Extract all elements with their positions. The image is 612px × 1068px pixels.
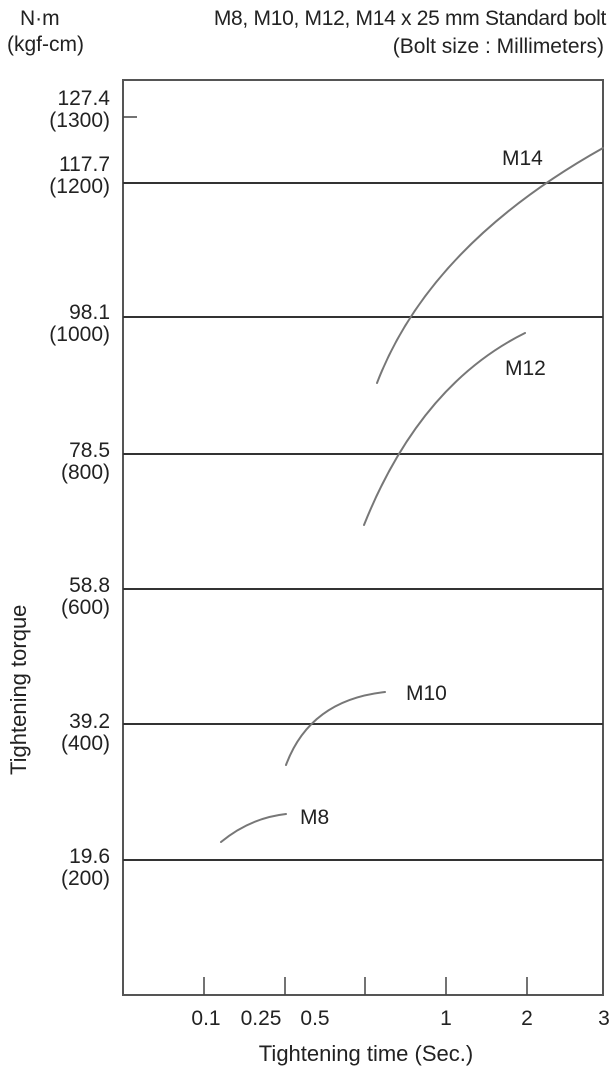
x-tick-0-1: 0.1 bbox=[191, 1007, 221, 1030]
curve-m14 bbox=[376, 147, 604, 384]
y-tick-nm: 117.7 bbox=[59, 153, 110, 176]
x-tick-3: 3 bbox=[598, 1007, 610, 1030]
plot-frame bbox=[122, 79, 604, 996]
x-tick-0-5: 0.5 bbox=[300, 1007, 330, 1030]
y-unit-nm: N·m bbox=[20, 7, 60, 30]
series-label-m8: M8 bbox=[300, 806, 330, 829]
series-label-m14: M14 bbox=[502, 147, 543, 170]
y-tick-kgf: (400) bbox=[60, 732, 110, 755]
y-axis-label: Tightening torque bbox=[6, 604, 31, 775]
y-tick-nm: 39.2 bbox=[69, 710, 110, 733]
y-tick-label-127-4: 127.4 (1300) bbox=[0, 88, 110, 132]
y-tick-label-117-7: 117.7 (1200) bbox=[0, 154, 110, 198]
y-tick-label-19-6: 19.6 (200) bbox=[0, 846, 110, 890]
y-tick-label-98-1: 98.1 (1000) bbox=[0, 302, 110, 346]
x-tick-0-25: 0.25 bbox=[240, 1007, 282, 1030]
curve-m8 bbox=[220, 813, 287, 843]
series-label-m12: M12 bbox=[505, 357, 546, 380]
y-tick-nm: 127.4 bbox=[57, 87, 110, 110]
curve-m10 bbox=[285, 691, 386, 766]
y-tick-kgf: (1300) bbox=[49, 109, 110, 132]
y-tick-label-58-8: 58.8 (600) bbox=[0, 575, 110, 619]
x-tick-1: 1 bbox=[440, 1007, 452, 1030]
x-axis-label: Tightening time (Sec.) bbox=[258, 1041, 474, 1066]
x-ticks bbox=[203, 977, 528, 995]
y-tick-label-39-2: 39.2 (400) bbox=[0, 711, 110, 755]
x-tick-2: 2 bbox=[521, 1007, 533, 1030]
chart-subtitle: (Bolt size : Millimeters) bbox=[392, 35, 604, 58]
y-tick-kgf: (1200) bbox=[49, 175, 110, 198]
y-tick-nm: 58.8 bbox=[69, 574, 110, 597]
y-tick-kgf: (1000) bbox=[49, 323, 110, 346]
y-tick-nm: 98.1 bbox=[69, 301, 110, 324]
y-tick-nm: 19.6 bbox=[69, 845, 110, 868]
y-tick-kgf: (800) bbox=[60, 461, 110, 484]
y-unit-kgf: (kgf-cm) bbox=[7, 33, 84, 56]
y-tick-kgf: (600) bbox=[60, 596, 110, 619]
y-tick-label-78-5: 78.5 (800) bbox=[0, 440, 110, 484]
y-tick-kgf: (200) bbox=[60, 867, 110, 890]
y-tick-nm: 78.5 bbox=[69, 439, 110, 462]
chart-title: M8, M10, M12, M14 x 25 mm Standard bolt bbox=[213, 7, 606, 30]
curve-m12 bbox=[363, 332, 526, 526]
gridlines bbox=[123, 182, 603, 861]
series-label-m10: M10 bbox=[406, 682, 447, 705]
